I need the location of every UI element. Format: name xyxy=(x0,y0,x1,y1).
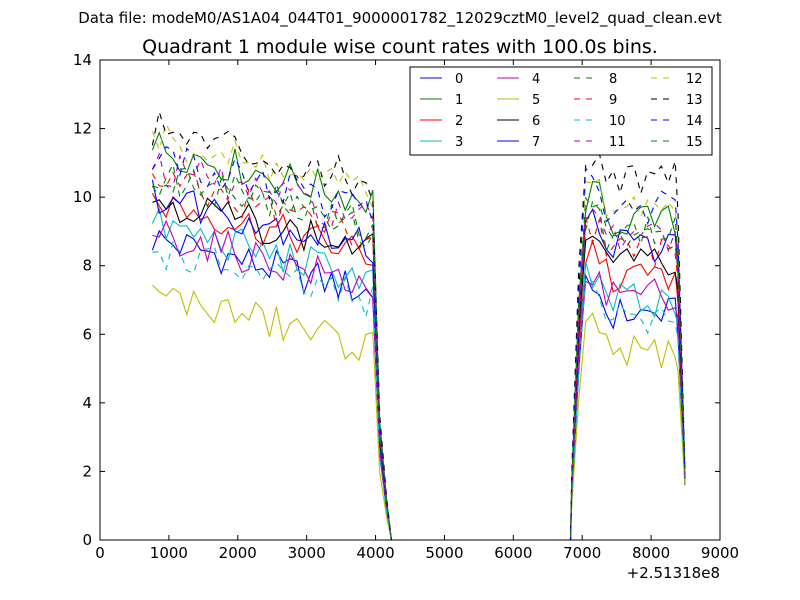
series-line-5 xyxy=(152,284,686,541)
x-tick-label: 1000 xyxy=(150,544,188,562)
y-tick-label: 4 xyxy=(82,394,92,412)
x-tick-label: 4000 xyxy=(356,544,394,562)
x-tick-label: 0 xyxy=(95,544,105,562)
x-axis-offset-label: +2.51318e8 xyxy=(627,564,720,582)
series-line-15 xyxy=(152,168,686,541)
legend-label-7: 7 xyxy=(532,135,540,150)
legend-label-5: 5 xyxy=(532,93,540,108)
series-line-3 xyxy=(151,207,686,541)
x-tick-label: 9000 xyxy=(701,544,739,562)
series-line-1 xyxy=(151,131,686,541)
legend-label-8: 8 xyxy=(609,72,617,87)
x-tick-label: 2000 xyxy=(219,544,257,562)
x-tick-label: 8000 xyxy=(632,544,670,562)
chart-title: Quadrant 1 module wise count rates with … xyxy=(142,36,658,58)
legend-label-6: 6 xyxy=(532,114,540,129)
legend-label-2: 2 xyxy=(455,114,463,129)
legend-label-1: 1 xyxy=(455,93,463,108)
legend-frame xyxy=(409,66,713,156)
legend-label-0: 0 xyxy=(455,72,463,87)
legend-label-15: 15 xyxy=(686,135,703,150)
y-tick-label: 6 xyxy=(82,325,92,343)
y-tick-label: 0 xyxy=(82,531,92,549)
plot-area: 0 1000 2000 3000 4000 5000 6000 7000 8000 9000 0 2 4… xyxy=(73,51,739,562)
x-tick-label: 7000 xyxy=(563,544,601,562)
x-tick-label: 5000 xyxy=(425,544,463,562)
y-tick-label: 8 xyxy=(82,257,92,275)
series-line-6 xyxy=(152,197,686,541)
series-line-13 xyxy=(151,111,686,541)
y-tick-label: 12 xyxy=(73,120,92,138)
x-tick-label: 6000 xyxy=(494,544,532,562)
figure-suptitle: Data file: modeM0/AS1A04_044T01_90000017… xyxy=(78,9,722,27)
series-line-7 xyxy=(151,179,686,541)
legend-label-3: 3 xyxy=(455,135,463,150)
series-line-2 xyxy=(151,193,686,541)
legend-label-13: 13 xyxy=(686,93,703,108)
series-line-4 xyxy=(152,219,686,541)
series-line-0 xyxy=(151,229,686,541)
legend-label-9: 9 xyxy=(609,93,617,108)
axes-frame xyxy=(99,59,721,541)
legend-label-11: 11 xyxy=(609,135,626,150)
x-tick-label: 3000 xyxy=(288,544,326,562)
legend-label-10: 10 xyxy=(609,114,626,129)
legend-label-12: 12 xyxy=(686,72,703,87)
series-layer xyxy=(151,111,686,541)
series-line-12 xyxy=(151,122,686,541)
y-tick-label: 14 xyxy=(73,51,92,69)
series-line-11 xyxy=(151,152,686,541)
ticks-layer: 0 1000 2000 3000 4000 5000 6000 7000 8000 9000 0 2 4… xyxy=(73,51,739,562)
y-tick-label: 10 xyxy=(73,188,92,206)
series-line-8 xyxy=(151,162,686,541)
y-tick-label: 2 xyxy=(82,462,92,480)
series-line-10 xyxy=(152,240,686,541)
legend-label-14: 14 xyxy=(686,114,703,129)
legend-label-4: 4 xyxy=(532,72,540,87)
series-line-14 xyxy=(151,145,686,541)
